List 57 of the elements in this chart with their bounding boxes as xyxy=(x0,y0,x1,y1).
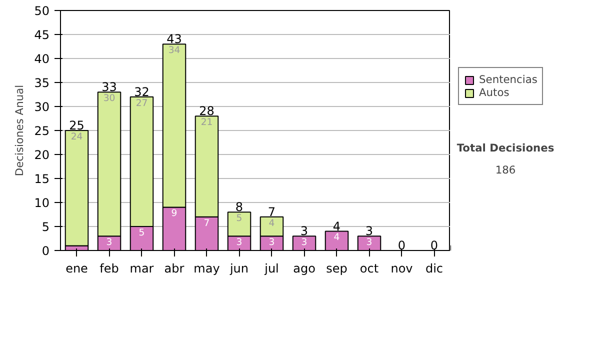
data-label: 9 xyxy=(171,208,178,220)
total-label: 33 xyxy=(102,80,117,94)
total-label: 32 xyxy=(134,84,150,99)
data-label: 30 xyxy=(103,93,116,104)
data-label: 3 xyxy=(366,237,372,248)
legend-label: Autos xyxy=(479,86,510,99)
data-label: 7 xyxy=(204,218,210,229)
data-label: 4 xyxy=(268,218,275,229)
total-label: 3 xyxy=(300,224,308,238)
data-label: 3 xyxy=(301,237,308,248)
text: 186 xyxy=(495,164,516,177)
x-tick-label: jul xyxy=(264,262,279,276)
x-tick-label: abr xyxy=(164,262,184,276)
y-tick-label: 25 xyxy=(34,124,50,138)
data-label: 24 xyxy=(70,131,83,142)
x-tick-label: sep xyxy=(326,262,348,276)
x-tick-label: mar xyxy=(130,262,154,276)
total-label: 0 xyxy=(398,238,406,253)
data-label: 4 xyxy=(334,232,340,244)
y-tick-label: 40 xyxy=(34,52,50,66)
total-label: 3 xyxy=(365,224,374,238)
total-label: 43 xyxy=(166,32,182,46)
data-label: 5 xyxy=(138,227,145,238)
x-tick-label: jun xyxy=(228,262,249,276)
total-label: 4 xyxy=(332,219,341,234)
legend-label: Sentencias xyxy=(479,73,538,86)
data-label: 3 xyxy=(268,237,275,248)
text: Total Decisiones xyxy=(456,142,554,154)
data-label: 5 xyxy=(236,213,242,224)
y-tick-label: 10 xyxy=(34,196,50,210)
data-label: 21 xyxy=(200,117,213,128)
total-label: 7 xyxy=(268,204,276,219)
y-axis-title: Decisiones Anual xyxy=(13,84,26,176)
total-label: 28 xyxy=(199,104,214,118)
total-label: 25 xyxy=(69,118,84,133)
y-tick-label: 35 xyxy=(34,76,50,90)
y-tick-label: 20 xyxy=(34,148,50,162)
y-tick-label: 5 xyxy=(42,220,50,234)
y-tick-label: 50 xyxy=(34,4,50,18)
y-tick-label: 15 xyxy=(34,172,50,186)
x-tick-label: oct xyxy=(360,262,379,276)
y-tick-label: 45 xyxy=(34,28,50,42)
x-tick-label: dic xyxy=(425,262,444,276)
bar xyxy=(64,130,89,246)
data-label: 3 xyxy=(106,237,112,248)
x-tick-label: nov xyxy=(390,262,413,276)
x-tick-label: ene xyxy=(66,262,88,276)
total-label: 0 xyxy=(430,238,438,253)
y-tick-label: 30 xyxy=(34,100,50,114)
y-tick-label: 0 xyxy=(42,244,50,258)
x-tick-label: may xyxy=(194,262,220,276)
total-label: 8 xyxy=(235,200,244,214)
data-label: 27 xyxy=(136,98,148,109)
data-label: 34 xyxy=(168,45,180,56)
data-label: 3 xyxy=(236,237,242,248)
x-tick-label: ago xyxy=(293,262,316,276)
x-tick-label: feb xyxy=(100,262,119,276)
